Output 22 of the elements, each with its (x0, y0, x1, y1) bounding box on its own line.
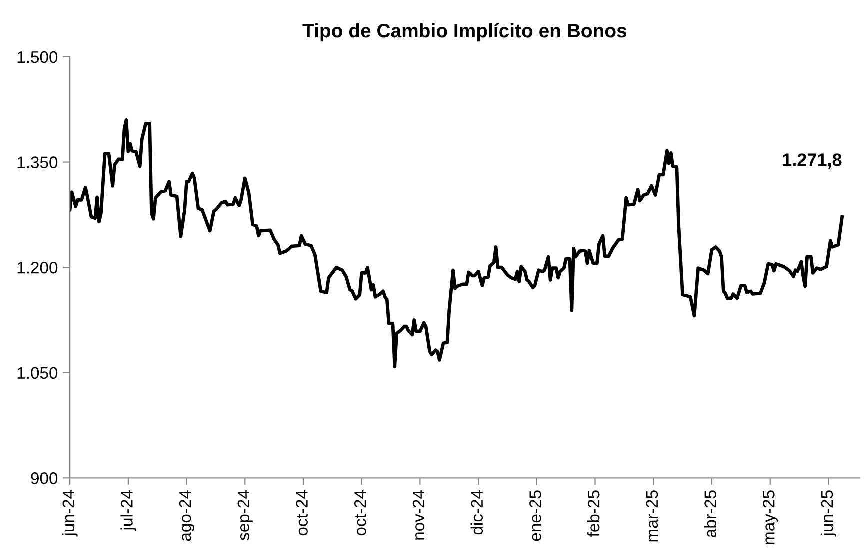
x-tick-label: dic-24 (470, 490, 484, 535)
x-tick-label: abr-25 (704, 490, 716, 538)
y-tick-label: 1.500 (18, 51, 58, 64)
chart-title: Tipo de Cambio Implícito en Bonos (302, 23, 627, 42)
x-tick-label: ene-25 (530, 490, 542, 542)
x-tick-label: sep-24 (238, 490, 253, 540)
x-tick-label: mar-25 (646, 490, 658, 542)
x-tick-label: nov-24 (412, 490, 425, 540)
y-tick-label: 900 (31, 472, 58, 484)
x-tick-label: jul-24 (120, 490, 136, 532)
x-tick-label: feb-25 (587, 490, 600, 537)
annotation: 1.271,8 (783, 154, 842, 169)
x-tick-label: may-25 (763, 490, 778, 544)
x-tick-label: jun-24 (62, 490, 78, 537)
y-tick-label: 1.050 (18, 367, 58, 380)
y-tick-label: 1.200 (18, 262, 58, 274)
x-tick-label: jun-25 (820, 490, 836, 537)
x-tick-label: oct-24 (354, 490, 366, 536)
line-series (70, 118, 844, 368)
x-tick-label: ago-24 (179, 490, 195, 542)
y-tick-label: 1.350 (18, 156, 58, 168)
x-tick-label: oct-24 (296, 490, 308, 536)
